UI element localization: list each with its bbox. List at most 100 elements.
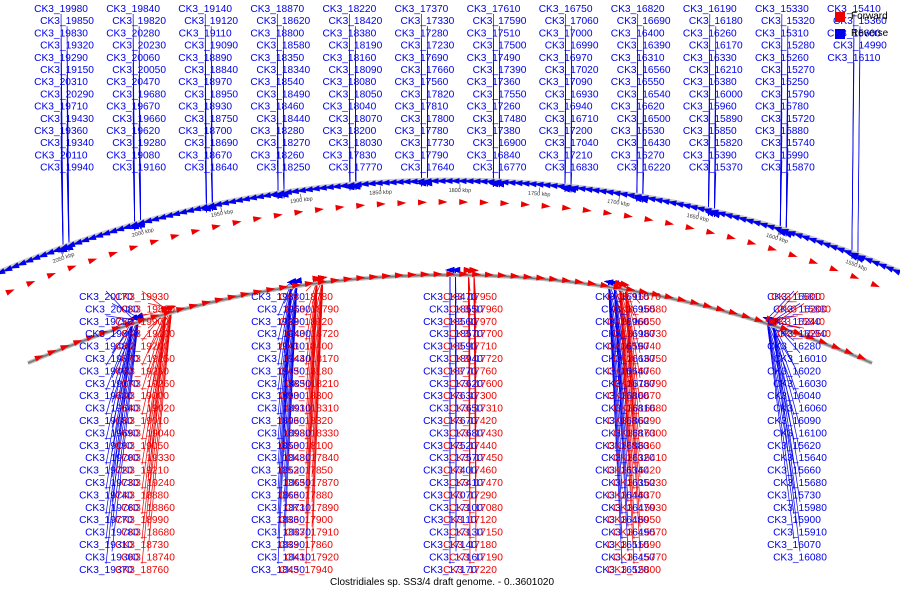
gene-arrow: [758, 222, 768, 229]
gene-label-reverse: CK3_19830: [34, 28, 88, 39]
gene-label-reverse: CK3_18360: [251, 515, 305, 526]
connector-line: [147, 308, 173, 527]
gene-label-reverse: CK3_16000: [689, 89, 743, 100]
gene-label-reverse: CK3_20470: [106, 77, 160, 88]
gene-label-forward: CK3_17300: [443, 391, 497, 402]
gene-arrow: [600, 281, 610, 288]
gene-label-forward: CK3_18740: [121, 552, 175, 563]
gene-label-reverse: CK3_19290: [34, 53, 88, 64]
gene-label-reverse: CK3_16390: [617, 41, 671, 52]
connector-line: [141, 309, 167, 465]
gene-label-forward: CK3_17910: [285, 528, 339, 539]
gene-label-reverse: CK3_20170: [79, 292, 133, 303]
gene-arrow: [831, 342, 841, 349]
gene-arrow: [162, 310, 173, 317]
gene-label-reverse: CK3_18160: [322, 53, 376, 64]
gene-arrow: [254, 193, 265, 200]
connector-line: [277, 282, 292, 366]
gene-label-reverse: CK3_15980: [773, 503, 827, 514]
gene-label-forward: CK3_17970: [443, 317, 497, 328]
gene-label-forward: CK3_17120: [443, 515, 497, 526]
gene-arrow: [190, 229, 201, 235]
gene-label-reverse: CK3_16840: [467, 150, 521, 161]
gene-label-reverse: CK3_19780: [85, 528, 139, 539]
gene-arrow: [463, 267, 473, 274]
gene-label-reverse: CK3_16040: [767, 391, 821, 402]
gene-arrow: [613, 283, 623, 290]
gene-label-reverse: CK3_16280: [767, 342, 821, 353]
gene-label-reverse: CK3_18550: [429, 304, 483, 315]
connector-line: [105, 319, 134, 540]
gene-label-reverse: CK3_19360: [34, 126, 88, 137]
gene-label-forward: CK3_16740: [607, 342, 661, 353]
gene-label-reverse: CK3_19720: [79, 466, 133, 477]
gene-arrow: [479, 199, 489, 206]
gene-label-forward: CK3_17420: [443, 416, 497, 427]
connector-line: [857, 50, 861, 262]
gene-label-reverse: CK3_16260: [683, 28, 737, 39]
gene-label-reverse: CK3_18890: [178, 53, 232, 64]
gene-arrow: [800, 235, 810, 242]
gene-label-reverse: CK3_18840: [184, 65, 238, 76]
connector-line: [473, 271, 477, 552]
gene-arrow: [184, 207, 195, 213]
gene-arrow: [788, 251, 798, 257]
gene-label-reverse: CK3_15890: [689, 114, 743, 125]
connector-line: [105, 319, 134, 465]
gene-label-reverse: CK3_16560: [617, 65, 671, 76]
gene-label-reverse: CK3_19770: [79, 515, 133, 526]
gene-arrow: [779, 324, 790, 331]
gene-label-reverse: CK3_15990: [755, 150, 809, 161]
gene-label-reverse: CK3_17660: [401, 65, 455, 76]
gene-label-reverse: CK3_16470: [601, 503, 655, 514]
gene-label-reverse: CK3_18640: [184, 163, 238, 174]
gene-arrow: [80, 236, 90, 243]
gene-arrow: [459, 199, 469, 206]
gene-label-reverse: CK3_17170: [423, 565, 477, 576]
gene-arrow: [751, 220, 761, 227]
gene-label-forward: CK3_16790: [613, 379, 667, 390]
gene-label-reverse: CK3_17380: [467, 126, 521, 137]
gene-arrow: [304, 281, 314, 287]
gene-arrow: [632, 194, 642, 200]
gene-label-forward: CK3_16760: [607, 366, 661, 377]
gene-arrow: [618, 191, 628, 198]
gene-label-forward: CK3_16360: [607, 441, 661, 452]
gene-arrow: [541, 202, 551, 209]
gene-arrow: [754, 316, 764, 322]
connector-line: [608, 282, 623, 564]
gene-label-reverse: CK3_18660: [251, 490, 305, 501]
gene-label-reverse: CK3_15870: [761, 163, 815, 174]
gene-arrow: [744, 218, 754, 225]
gene-label-reverse: CK3_16750: [539, 4, 593, 15]
gene-arrow: [485, 178, 495, 185]
connector-line: [60, 160, 64, 254]
gene-arrow: [47, 350, 57, 357]
gene-label-reverse: CK3_15330: [755, 4, 809, 15]
gene-arrow: [604, 279, 614, 286]
connector-line: [277, 282, 292, 391]
gene-label-forward: CK3_17870: [285, 478, 339, 489]
gene-arrow: [324, 183, 334, 190]
gene-label-reverse: CK3_17630: [423, 391, 477, 402]
axis-tick: [140, 226, 143, 232]
gene-label-reverse: CK3_19320: [40, 41, 94, 52]
gene-label-reverse: CK3_19860: [85, 329, 139, 340]
connector-line: [141, 309, 167, 490]
gene-label-forward: CK3_18720: [285, 329, 339, 340]
gene-label-reverse: CK3_17400: [423, 466, 477, 477]
gene-label-reverse: CK3_18620: [256, 16, 310, 27]
gene-arrow: [576, 186, 586, 192]
gene-arrow: [548, 275, 559, 282]
connector-line: [619, 284, 635, 564]
gene-label-forward: CK3_17310: [449, 404, 503, 415]
connector-line: [283, 282, 298, 354]
gene-arrow: [702, 208, 712, 214]
legend-item-reverse: Reverse: [835, 25, 888, 42]
gene-arrow: [108, 251, 118, 258]
gene-label-reverse: CK3_17480: [473, 114, 527, 125]
gene-arrow: [688, 204, 698, 211]
gene-arrow: [24, 256, 34, 263]
gene-label-reverse: CK3_17730: [401, 138, 455, 149]
